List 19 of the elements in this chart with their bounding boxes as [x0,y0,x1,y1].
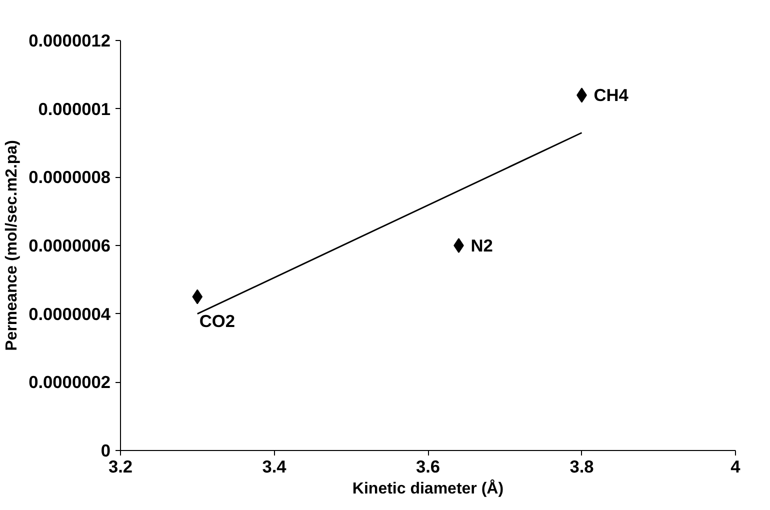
annotation: CO2 [199,310,236,331]
x-tick-label: 4 [730,456,741,476]
x-tick-label: 3.8 [570,456,594,476]
point [454,238,464,253]
annotation: N2 [470,236,493,256]
y-axis-title: Permeance (mol/sec.m2.pa) [4,140,21,351]
y-tick-label: 0.0000002 [28,372,111,392]
x-tick-label: 3.6 [416,456,440,476]
y-tick-label: 0 [100,440,111,460]
y-tick-label: 0.000001 [38,98,111,119]
x-tick-label: 3.2 [108,456,133,476]
annotation: CH4 [594,85,629,106]
y-tick-label: 0.0000012 [28,30,111,50]
x-axis-title: Kinetic diameter (Å) [352,478,504,498]
point [192,289,203,304]
y-tick-label: 0.0000004 [28,304,111,324]
y-tick-label: 0.0000006 [28,236,111,256]
y-tick-label: 0.0000008 [28,167,111,188]
x-tick-label: 3.4 [262,456,287,476]
